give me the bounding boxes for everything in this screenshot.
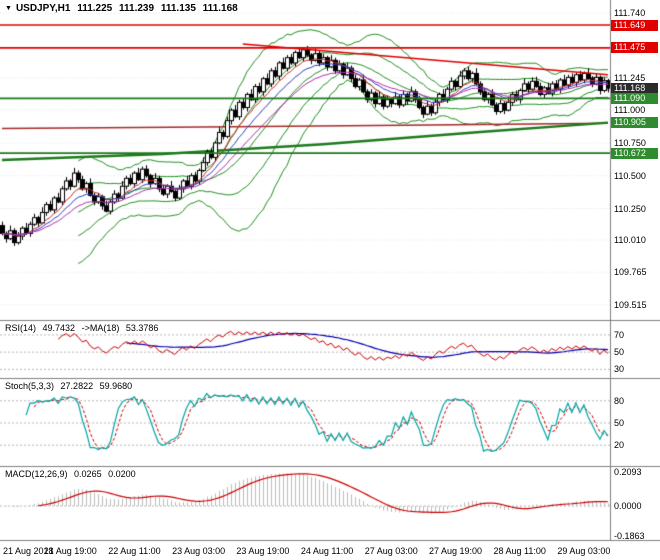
chart-title: ▼ USDJPY,H1 111.225 111.239 111.135 111.1…	[5, 3, 242, 14]
price-badge: 110.672	[611, 147, 658, 159]
time-axis-label: 22 Aug 11:00	[108, 546, 161, 556]
macd-axis-tick: 0.2093	[614, 467, 642, 478]
stochastic-value: 27.2822	[60, 381, 94, 391]
price-axis-tick: 111.740	[614, 8, 646, 19]
time-axis-label: 23 Aug 03:00	[172, 546, 226, 556]
time-axis-label: 21 Aug 2018	[3, 546, 54, 556]
stochastic-axis-tick: 50	[614, 418, 625, 428]
price-badge: 111.475	[611, 42, 658, 54]
rsi-panel-title: RSI(14) 49.7432 ->MA(18) 53.3786	[5, 323, 162, 333]
rsi-ma-name: ->MA(18)	[81, 323, 120, 333]
macd-axis-tick: 0.0000	[614, 501, 642, 512]
macd-axis-tick: -0.1863	[614, 531, 645, 542]
rsi-axis-tick: 50	[614, 347, 625, 358]
price-axis-tick: 110.250	[614, 203, 646, 214]
price-axis-tick: 109.765	[614, 267, 647, 278]
rsi-value: 49.7432	[42, 323, 76, 333]
price-badge: 111.090	[611, 92, 658, 104]
rsi-ma-value: 53.3786	[125, 323, 159, 333]
time-axis-label: 23 Aug 19:00	[236, 546, 290, 556]
stochastic-signal-value: 59.9680	[99, 381, 133, 391]
price-axis-tick: 110.500	[614, 170, 646, 181]
time-axis-label: 29 Aug 03:00	[557, 546, 611, 556]
price-axis-tick: 111.245	[614, 73, 646, 84]
quote-low: 111.135	[160, 3, 196, 14]
stochastic-name: Stoch(5,3,3)	[5, 381, 55, 391]
time-axis-label: 28 Aug 11:00	[493, 546, 546, 556]
macd-name: MACD(12,26,9)	[5, 469, 68, 479]
stochastic-axis-tick: 20	[614, 440, 625, 451]
quote-open: 111.225	[77, 3, 113, 14]
price-badge: 111.649	[611, 19, 658, 31]
stochastic-axis-tick: 80	[614, 395, 625, 406]
price-axis-tick: 111.000	[614, 105, 646, 116]
quote-close: 111.168	[202, 3, 238, 14]
rsi-name: RSI(14)	[5, 323, 37, 333]
price-axis-tick: 109.515	[614, 299, 647, 310]
price-axis-tick: 110.010	[614, 235, 646, 245]
price-axis-tick: 110.750	[614, 137, 646, 148]
price-badge: 110.905	[611, 117, 658, 129]
rsi-axis-tick: 30	[614, 364, 625, 375]
quote-high: 111.239	[119, 3, 155, 14]
stochastic-panel-title: Stoch(5,3,3) 27.2822 59.9680	[5, 381, 136, 391]
time-axis-label: 27 Aug 19:00	[428, 546, 483, 556]
time-axis-label: 21 Aug 19:00	[43, 546, 97, 556]
rsi-axis-tick: 70	[614, 329, 625, 340]
symbol-period-label: USDJPY,H1	[15, 3, 71, 14]
price-badge: 111.168	[611, 82, 658, 94]
time-axis-label: 24 Aug 11:00	[300, 546, 354, 556]
macd-signal-value: 0.0200	[108, 469, 136, 479]
macd-panel-title: MACD(12,26,9) 0.0265 0.0200	[5, 469, 140, 479]
time-axis-label: 27 Aug 03:00	[364, 546, 418, 556]
symbol-dropdown-icon: ▼	[5, 5, 12, 12]
macd-value: 0.0265	[74, 469, 102, 479]
